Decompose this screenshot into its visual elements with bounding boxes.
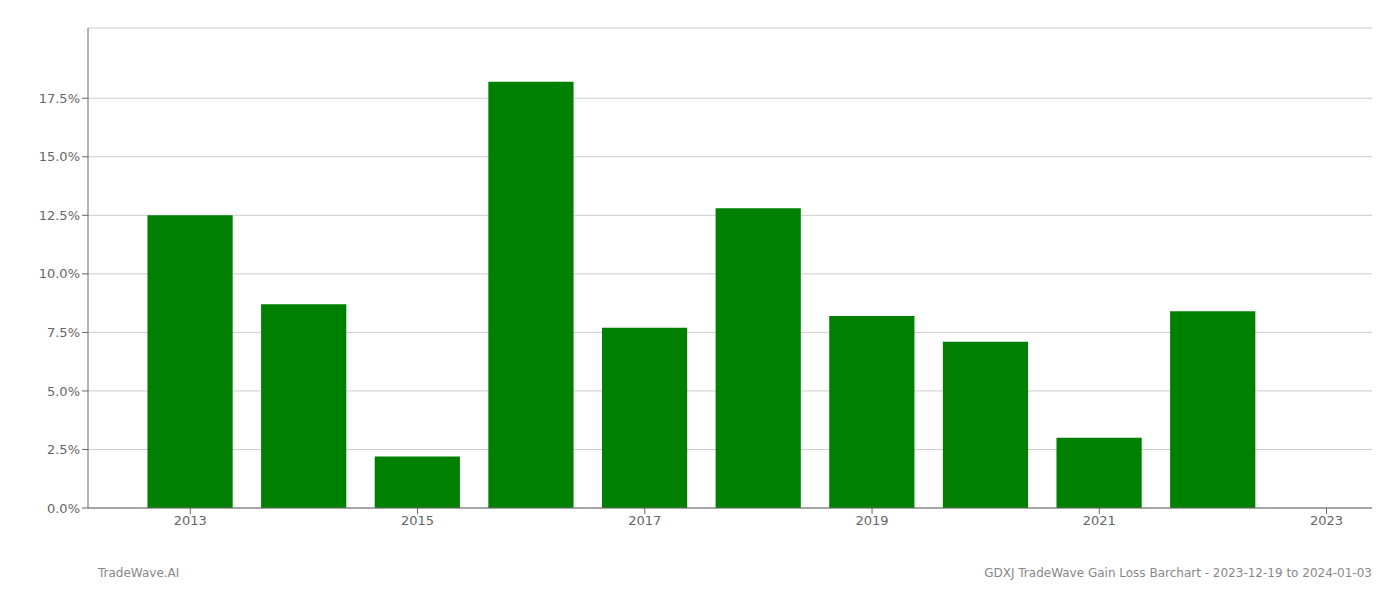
svg-text:15.0%: 15.0% — [39, 149, 80, 164]
svg-text:2.5%: 2.5% — [47, 442, 80, 457]
svg-text:2017: 2017 — [628, 513, 661, 528]
svg-text:2015: 2015 — [401, 513, 434, 528]
svg-text:2023: 2023 — [1310, 513, 1343, 528]
svg-text:2013: 2013 — [174, 513, 207, 528]
svg-text:2021: 2021 — [1083, 513, 1116, 528]
svg-text:7.5%: 7.5% — [47, 325, 80, 340]
html-text:TradeWave.AI: TradeWave.AI — [98, 566, 180, 580]
svg-text:2019: 2019 — [855, 513, 888, 528]
svg-text:0.0%: 0.0% — [47, 501, 80, 516]
svg-text:10.0%: 10.0% — [39, 266, 80, 281]
svg-text:5.0%: 5.0% — [47, 384, 80, 399]
svg-text:12.5%: 12.5% — [39, 208, 80, 223]
html-text:GDXJ TradeWave Gain Loss Barch: GDXJ TradeWave Gain Loss Barchart - 2023… — [984, 566, 1372, 580]
svg-text:17.5%: 17.5% — [39, 91, 80, 106]
